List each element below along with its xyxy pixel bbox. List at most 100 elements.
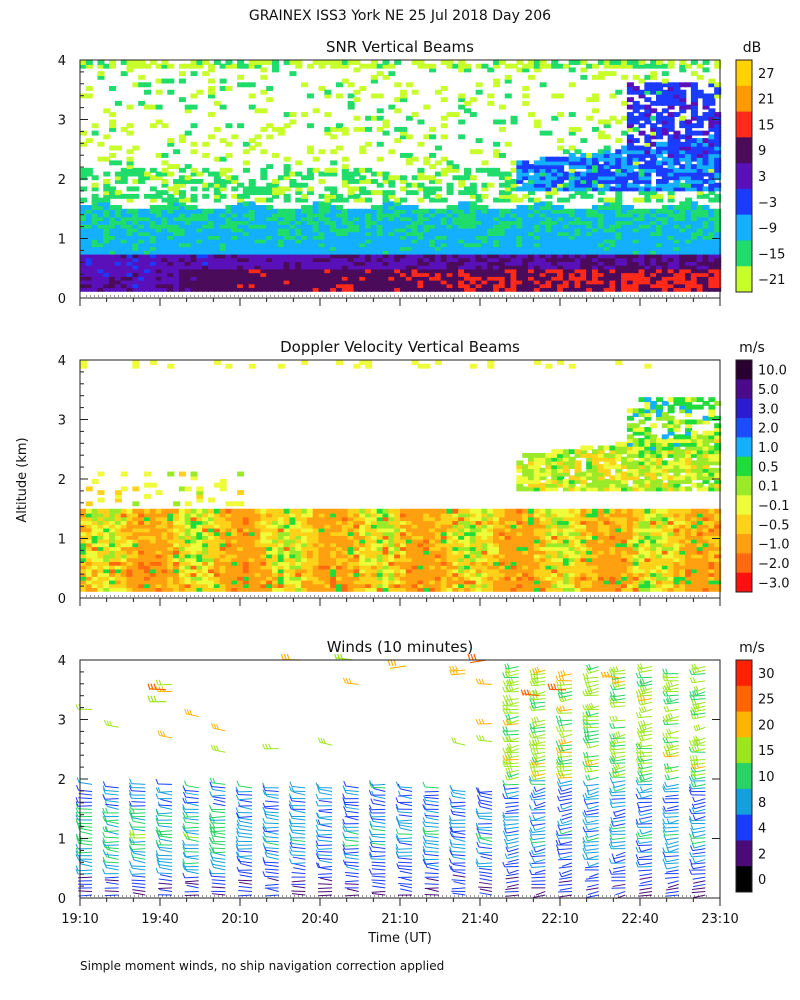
snr-cell xyxy=(446,208,454,214)
snr-cell xyxy=(225,63,233,69)
snr-cell xyxy=(109,227,117,233)
snr-cell xyxy=(97,156,105,162)
snr-cell xyxy=(370,63,378,69)
colorbar-swatch xyxy=(736,214,752,241)
snr-cell xyxy=(248,249,256,255)
snr-cell xyxy=(597,275,605,281)
snr-cell xyxy=(301,193,309,199)
snr-cell xyxy=(184,242,192,248)
snr-cell xyxy=(190,219,198,225)
snr-cell xyxy=(452,175,460,181)
snr-cell xyxy=(376,231,384,236)
snr-cell xyxy=(109,145,117,151)
snr-cell xyxy=(592,74,600,80)
snr-cell xyxy=(417,242,425,248)
snr-cell xyxy=(539,279,547,285)
snr-cell xyxy=(190,197,198,203)
snr-cell xyxy=(597,119,605,125)
snr-cell xyxy=(80,197,88,203)
snr-cell xyxy=(458,134,466,140)
snr-cell xyxy=(347,190,355,196)
snr-cell xyxy=(167,141,175,147)
snr-cell xyxy=(336,238,344,244)
snr-cell xyxy=(289,268,297,274)
snr-cell xyxy=(97,275,105,281)
snr-cell xyxy=(370,190,378,196)
snr-cell xyxy=(557,171,565,177)
snr-cell xyxy=(597,279,605,285)
snr-cell xyxy=(289,279,297,285)
snr-cell xyxy=(306,227,314,233)
snr-cell xyxy=(266,205,274,210)
snr-cell xyxy=(184,212,192,218)
snr-cell xyxy=(190,205,198,210)
snr-cell xyxy=(469,149,477,155)
snr-cell xyxy=(213,190,221,196)
snr-cell xyxy=(266,242,274,248)
snr-cell xyxy=(434,286,442,292)
snr-cell xyxy=(580,171,588,177)
snr-cell xyxy=(568,234,576,240)
snr-cell xyxy=(114,257,122,263)
snr-cell xyxy=(359,167,367,173)
snr-cell xyxy=(592,286,600,292)
snr-cell xyxy=(318,219,326,225)
snr-cell xyxy=(225,223,233,229)
snr-cell xyxy=(510,167,518,173)
snr-cell xyxy=(336,212,344,218)
snr-cell xyxy=(324,126,332,132)
snr-cell xyxy=(533,123,541,129)
snr-cell xyxy=(562,216,570,222)
snr-cell xyxy=(574,234,582,240)
snr-cell xyxy=(376,115,384,121)
snr-cell xyxy=(225,279,233,285)
snr-cell xyxy=(126,227,134,233)
snr-cell xyxy=(551,238,559,244)
snr-cell xyxy=(452,268,460,274)
snr-cell xyxy=(149,245,157,251)
snr-cell xyxy=(295,242,303,248)
snr-cell xyxy=(260,126,268,132)
snr-cell xyxy=(324,264,332,270)
snr-cell xyxy=(475,219,483,225)
snr-cell xyxy=(219,138,227,144)
snr-cell xyxy=(504,227,512,233)
snr-cell xyxy=(318,86,326,91)
snr-cell xyxy=(341,212,349,218)
snr-cell xyxy=(504,264,512,270)
snr-cell xyxy=(155,223,163,229)
snr-cell xyxy=(382,264,390,270)
snr-cell xyxy=(528,164,536,170)
snr-cell xyxy=(481,279,489,285)
snr-cell xyxy=(272,152,280,158)
snr-cell xyxy=(487,271,495,277)
snr-cell xyxy=(586,271,594,277)
snr-cell xyxy=(586,175,594,181)
snr-cell xyxy=(597,212,605,218)
snr-cell xyxy=(434,208,442,214)
snr-cell xyxy=(330,275,338,281)
snr-cell xyxy=(376,253,384,259)
snr-cell xyxy=(213,223,221,229)
snr-cell xyxy=(254,63,262,69)
snr-cell xyxy=(114,208,122,214)
snr-cell xyxy=(336,260,344,266)
snr-cell xyxy=(178,97,186,103)
snr-cell xyxy=(458,238,466,244)
snr-cell xyxy=(248,238,256,244)
snr-cell xyxy=(504,212,512,218)
snr-cell xyxy=(248,212,256,218)
snr-cell xyxy=(149,223,157,229)
snr-cell xyxy=(196,223,204,229)
snr-cell xyxy=(85,242,93,248)
snr-cell xyxy=(446,234,454,240)
snr-cell xyxy=(202,257,210,263)
snr-cell xyxy=(347,186,355,192)
snr-cell xyxy=(475,257,483,263)
snr-cell xyxy=(533,231,541,236)
snr-cell xyxy=(568,275,576,281)
snr-cell xyxy=(434,275,442,281)
snr-field xyxy=(80,60,722,292)
